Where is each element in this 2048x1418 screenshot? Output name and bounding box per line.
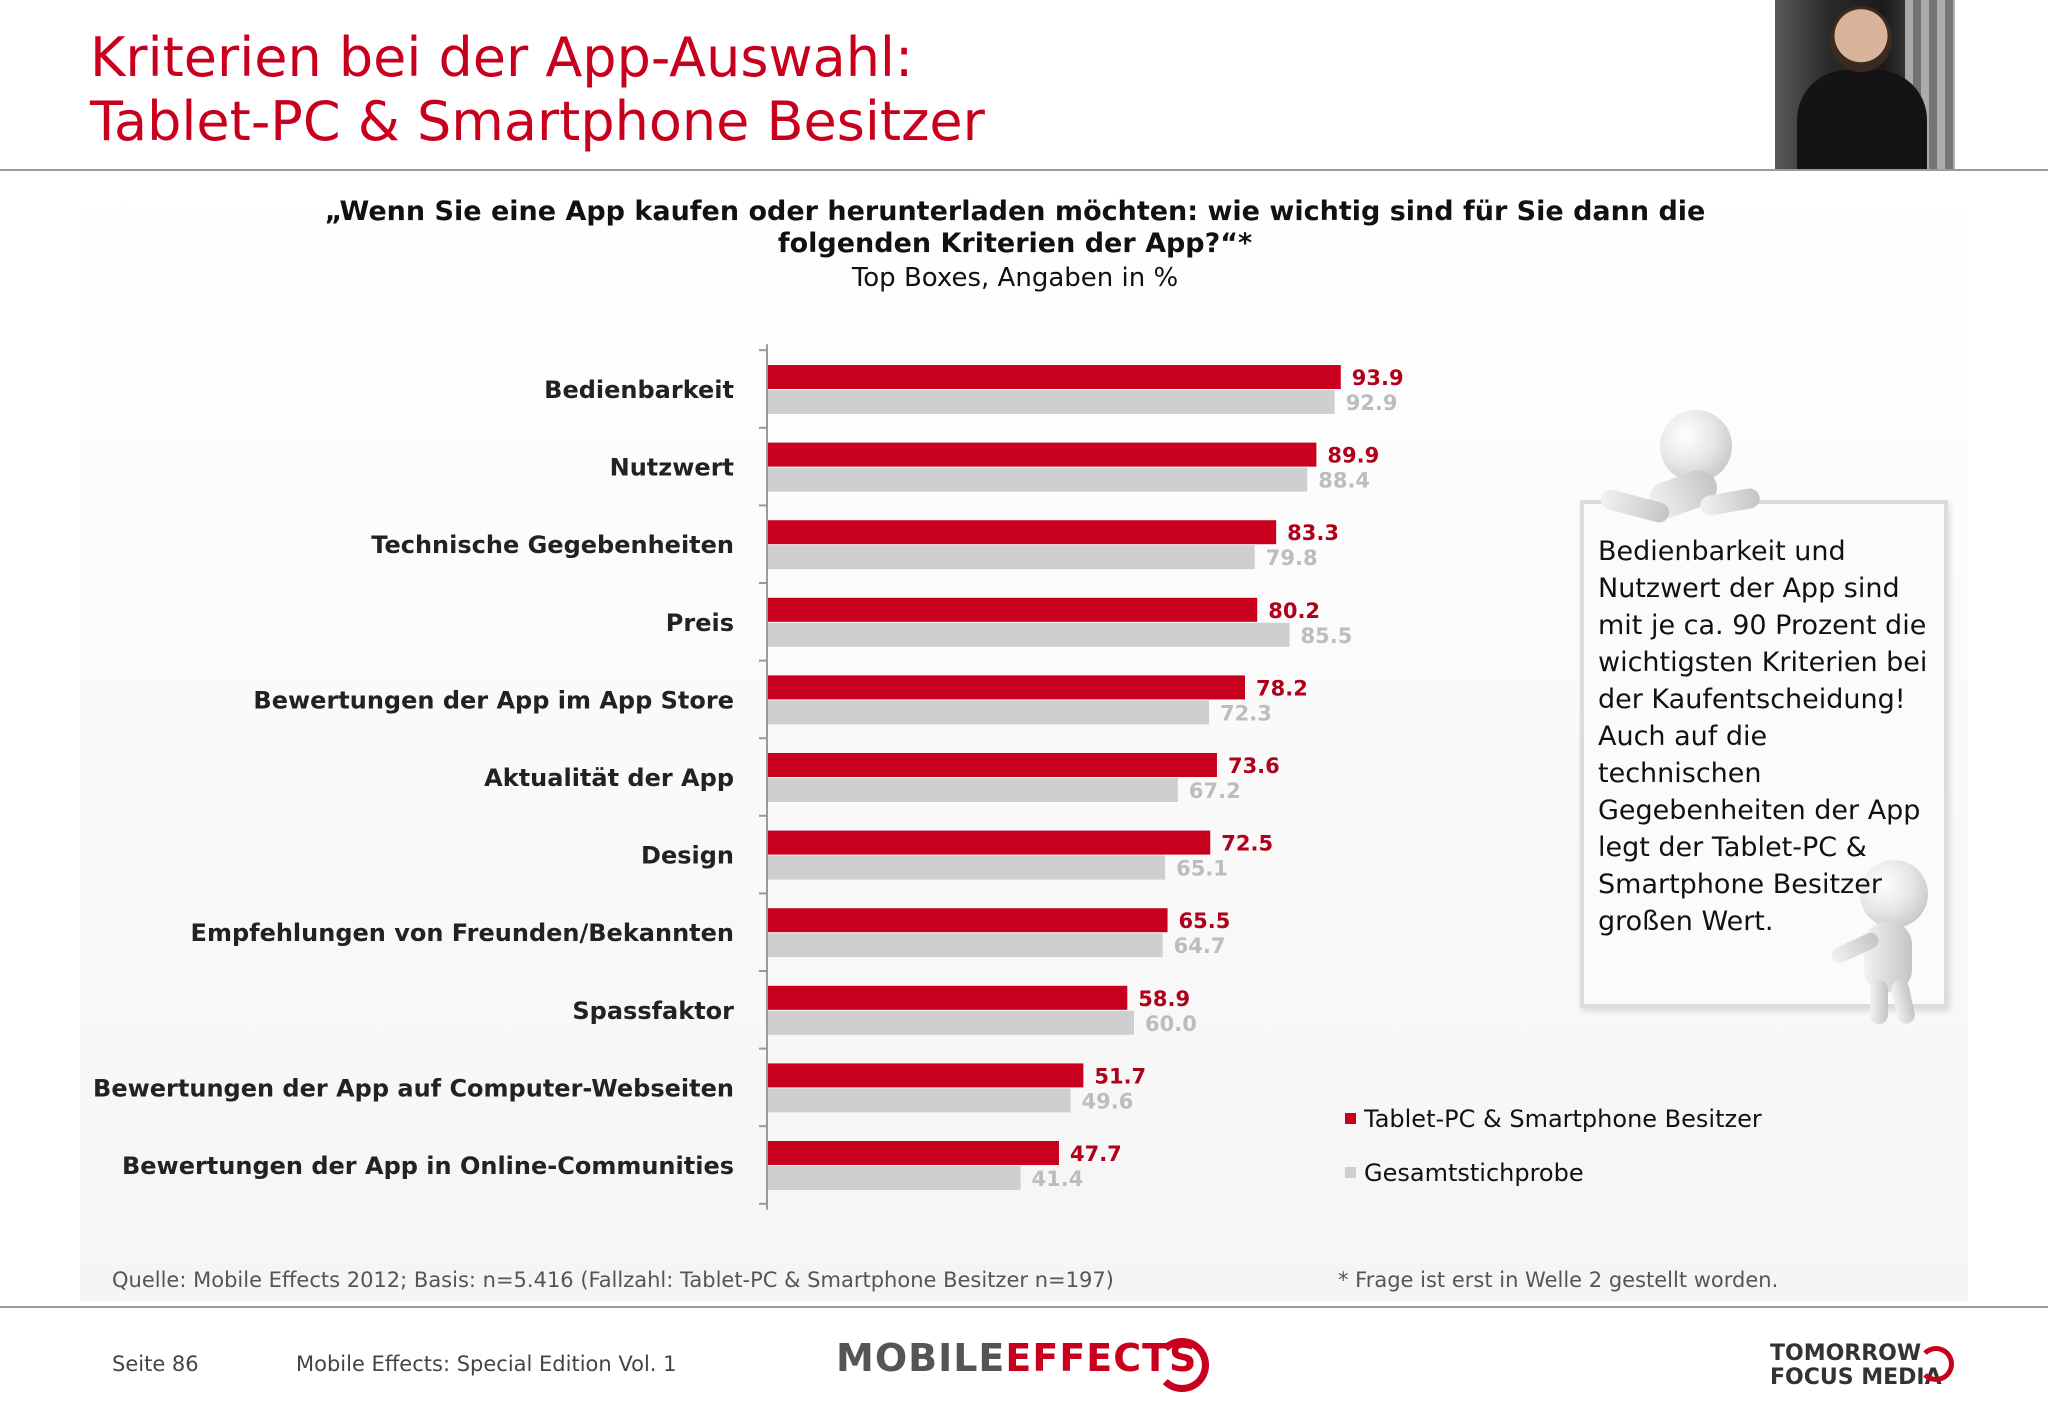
bar-tablet [768, 1141, 1059, 1165]
data-label-tablet: 65.5 [1179, 909, 1231, 933]
data-label-tablet: 80.2 [1268, 599, 1320, 623]
category-label: Nutzwert [610, 454, 734, 482]
data-label-gesamt: 79.8 [1266, 546, 1318, 570]
header-photo [1775, 0, 1955, 170]
bar-gesamt [768, 1010, 1134, 1035]
source-note: Quelle: Mobile Effects 2012; Basis: n=5.… [112, 1268, 1114, 1292]
edition-label: Mobile Effects: Special Edition Vol. 1 [296, 1352, 677, 1376]
bar-gesamt [768, 622, 1290, 647]
question-line-2: folgenden Kriterien der App?“* [777, 228, 1253, 259]
legend-item-tablet: Tablet-PC & Smartphone Besitzer [1345, 1105, 1762, 1133]
category-label: Bedienbarkeit [544, 376, 734, 404]
category-label: Design [641, 842, 734, 870]
tfm-arc-icon [1918, 1346, 1954, 1382]
data-label-tablet: 83.3 [1287, 521, 1339, 545]
legend-swatch-tablet [1345, 1112, 1356, 1124]
category-label: Bewertungen der App im App Store [253, 686, 734, 714]
data-label-gesamt: 92.9 [1346, 391, 1398, 415]
bar-gesamt [768, 855, 1166, 880]
footer-divider [0, 1306, 2048, 1308]
tomorrow-focus-media-logo: TOMORROW FOCUS MEDIA [1770, 1342, 1942, 1390]
category-label: Bewertungen der App auf Computer-Webseit… [93, 1074, 734, 1102]
data-label-gesamt: 72.3 [1220, 701, 1272, 725]
data-label-gesamt: 41.4 [1032, 1167, 1084, 1191]
data-label-tablet: 58.9 [1138, 987, 1190, 1011]
bar-tablet [768, 1063, 1084, 1088]
callout: Bedienbarkeit und Nutzwert der App sind … [1560, 410, 1980, 1026]
category-label: Empfehlungen von Freunden/Bekannten [191, 919, 734, 947]
bar-gesamt [768, 778, 1178, 802]
data-label-tablet: 72.5 [1221, 832, 1273, 856]
data-label-tablet: 51.7 [1094, 1064, 1146, 1088]
bar-gesamt [768, 1166, 1021, 1190]
category-label: Technische Gegebenheiten [371, 531, 734, 559]
data-label-tablet: 93.9 [1352, 366, 1404, 390]
logo-mobile-text: MOBILE [836, 1336, 1006, 1380]
category-label: Aktualität der App [484, 764, 734, 792]
legend-item-gesamt: Gesamtstichprobe [1345, 1159, 1584, 1187]
figure-illustration-bottom [1828, 860, 1980, 1026]
data-label-gesamt: 88.4 [1318, 469, 1370, 493]
bar-gesamt [768, 700, 1210, 725]
bar-gesamt [768, 390, 1335, 414]
legend-label-tablet: Tablet-PC & Smartphone Besitzer [1364, 1105, 1762, 1133]
mobile-effects-arc-icon [1155, 1338, 1209, 1392]
category-label: Spassfaktor [572, 997, 734, 1025]
legend-swatch-gesamt [1345, 1166, 1356, 1178]
bar-tablet [768, 908, 1168, 933]
category-label: Bewertungen der App in Online-Communitie… [122, 1152, 734, 1180]
data-label-tablet: 89.9 [1327, 444, 1379, 468]
bar-tablet [768, 985, 1128, 1010]
header-divider [0, 169, 2048, 171]
data-label-gesamt: 65.1 [1176, 857, 1228, 881]
bar-tablet [768, 675, 1246, 700]
bar-tablet [768, 442, 1317, 467]
bar-tablet [768, 830, 1211, 855]
footnote: * Frage ist erst in Welle 2 gestellt wor… [1338, 1268, 1779, 1292]
data-label-gesamt: 64.7 [1174, 934, 1226, 958]
legend-label-gesamt: Gesamtstichprobe [1364, 1159, 1584, 1187]
figure-illustration-top [1560, 410, 1980, 530]
data-label-tablet: 73.6 [1228, 754, 1280, 778]
logo-tfm-line-1: TOMORROW [1770, 1341, 1922, 1366]
bar-gesamt [768, 467, 1308, 492]
bar-gesamt [768, 1088, 1071, 1113]
data-label-gesamt: 49.6 [1082, 1089, 1134, 1113]
mobile-effects-logo: MOBILEEFFECTS [836, 1336, 1197, 1380]
bar-tablet [768, 597, 1258, 622]
title-line-1: Kriterien bei der App-Auswahl: [90, 26, 914, 89]
data-label-gesamt: 60.0 [1145, 1012, 1197, 1036]
bar-tablet [768, 365, 1341, 389]
question-subtitle: Top Boxes, Angaben in % [851, 263, 1179, 293]
question-line-1: „Wenn Sie eine App kaufen oder herunterl… [324, 196, 1706, 227]
survey-question: „Wenn Sie eine App kaufen oder herunterl… [250, 196, 1780, 260]
bar-gesamt [768, 545, 1255, 570]
data-label-tablet: 78.2 [1256, 676, 1308, 700]
data-label-gesamt: 85.5 [1301, 624, 1353, 648]
data-label-gesamt: 67.2 [1189, 779, 1241, 803]
bar-tablet [768, 753, 1217, 777]
logo-tfm-line-2: FOCUS MEDIA [1770, 1365, 1942, 1390]
page-number: Seite 86 [112, 1352, 199, 1376]
title-line-2: Tablet-PC & Smartphone Besitzer [90, 90, 985, 153]
bar-tablet [768, 520, 1277, 545]
bar-gesamt [768, 933, 1163, 958]
page-title: Kriterien bei der App-Auswahl: Tablet-PC… [90, 26, 985, 154]
category-label: Preis [666, 609, 734, 637]
data-label-tablet: 47.7 [1070, 1142, 1122, 1166]
callout-text: Bedienbarkeit und Nutzwert der App sind … [1598, 536, 1928, 937]
